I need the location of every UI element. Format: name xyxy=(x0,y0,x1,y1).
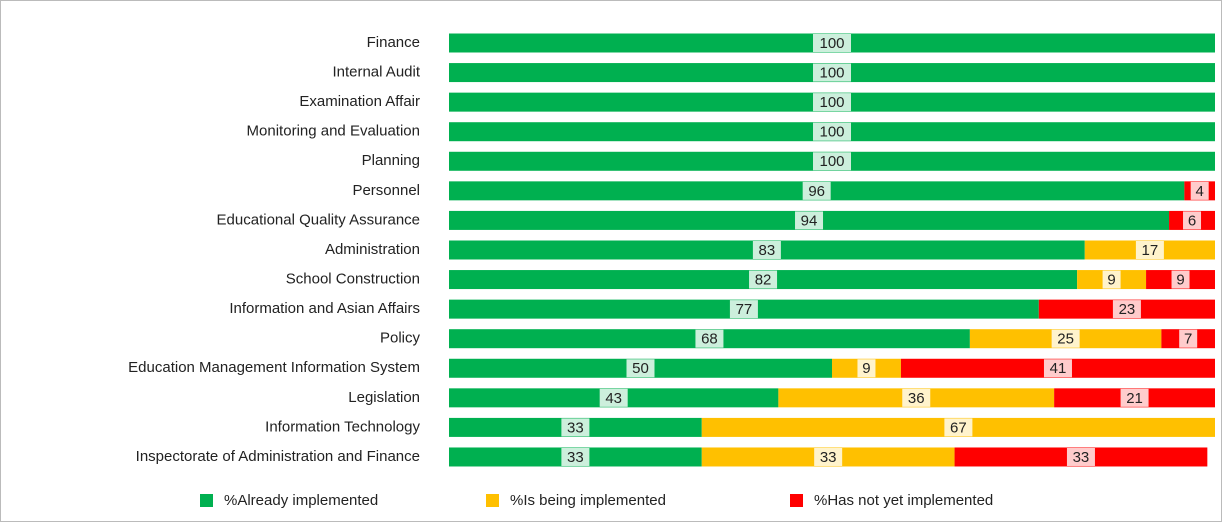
data-label-bg xyxy=(944,418,973,437)
y-tick-label: Personnel xyxy=(352,182,420,199)
data-label: 50 xyxy=(632,360,649,377)
data-label-bg xyxy=(749,270,778,289)
data-label-bg xyxy=(1066,447,1095,466)
data-label: 83 xyxy=(759,242,776,259)
data-label-bg xyxy=(1171,270,1190,289)
data-label: 9 xyxy=(1176,272,1184,289)
data-label: 100 xyxy=(819,94,844,111)
data-label: 77 xyxy=(736,301,753,318)
data-label-bg xyxy=(729,300,758,319)
legend-label: %Is being implemented xyxy=(510,492,666,509)
data-label-bg xyxy=(795,211,824,230)
y-tick-label: Legislation xyxy=(348,389,420,406)
y-tick-label: Information and Asian Affairs xyxy=(229,300,420,317)
legend-swatch xyxy=(486,494,499,507)
data-label: 33 xyxy=(1073,449,1090,466)
y-tick-label: Examination Affair xyxy=(299,93,420,110)
data-label: 68 xyxy=(701,331,718,348)
data-label-bg xyxy=(813,34,851,52)
data-label: 9 xyxy=(1107,272,1115,289)
data-label: 67 xyxy=(950,419,967,436)
data-label-bg xyxy=(1183,211,1202,230)
data-label-bg xyxy=(813,93,851,112)
legend-label: %Has not yet implemented xyxy=(814,492,993,509)
y-tick-label: Finance xyxy=(367,34,420,51)
data-label-bg xyxy=(1043,359,1072,378)
data-label-bg xyxy=(813,63,851,82)
legend-swatch xyxy=(200,494,213,507)
data-label-bg xyxy=(561,447,590,466)
data-label-bg xyxy=(1112,300,1141,319)
data-label-bg xyxy=(561,418,590,437)
data-label-bg xyxy=(1179,329,1198,348)
data-label-bg xyxy=(1102,270,1121,289)
data-label-bg xyxy=(1051,329,1080,348)
data-label: 25 xyxy=(1057,331,1074,348)
data-label-bg xyxy=(902,388,931,407)
data-label: 100 xyxy=(819,65,844,82)
y-tick-label: Monitoring and Evaluation xyxy=(247,123,420,140)
data-label-bg xyxy=(1135,240,1164,259)
data-label-bg xyxy=(813,152,851,171)
y-tick-label: Planning xyxy=(362,152,420,169)
data-label: 6 xyxy=(1188,212,1196,229)
data-label-bg xyxy=(626,359,655,378)
data-label: 41 xyxy=(1050,360,1067,377)
data-label-bg xyxy=(814,447,843,466)
data-label: 94 xyxy=(801,212,818,229)
y-tick-label: Inspectorate of Administration and Finan… xyxy=(136,448,420,465)
data-label: 100 xyxy=(819,124,844,141)
data-label: 17 xyxy=(1142,242,1159,259)
data-label: 43 xyxy=(605,390,622,407)
data-label: 4 xyxy=(1196,183,1204,200)
legend-swatch xyxy=(790,494,803,507)
data-label-bg xyxy=(752,240,781,259)
y-tick-label: Information Technology xyxy=(265,418,420,435)
data-label-bg xyxy=(813,122,851,141)
y-tick-label: Education Management Information System xyxy=(128,359,420,376)
data-label: 100 xyxy=(819,35,844,52)
data-label: 23 xyxy=(1119,301,1136,318)
data-label-bg xyxy=(599,388,628,407)
data-label: 21 xyxy=(1126,390,1143,407)
y-tick-label: Internal Audit xyxy=(332,64,420,81)
data-label: 100 xyxy=(819,153,844,170)
data-label-bg xyxy=(857,359,876,378)
data-label: 33 xyxy=(567,419,584,436)
data-label-bg xyxy=(1120,388,1149,407)
data-label: 9 xyxy=(862,360,870,377)
y-tick-label: Policy xyxy=(380,330,421,347)
data-label: 7 xyxy=(1184,331,1192,348)
data-label: 33 xyxy=(820,449,837,466)
data-label-bg xyxy=(802,181,831,200)
data-label: 82 xyxy=(755,272,772,289)
y-tick-label: Administration xyxy=(325,241,420,258)
y-tick-label: School Construction xyxy=(286,271,420,288)
data-label: 33 xyxy=(567,449,584,466)
data-label-bg xyxy=(1190,181,1209,200)
legend-label: %Already implemented xyxy=(224,492,378,509)
data-label-bg xyxy=(695,329,724,348)
y-tick-label: Educational Quality Assurance xyxy=(217,211,420,228)
data-label: 96 xyxy=(808,183,825,200)
data-label: 36 xyxy=(908,390,925,407)
